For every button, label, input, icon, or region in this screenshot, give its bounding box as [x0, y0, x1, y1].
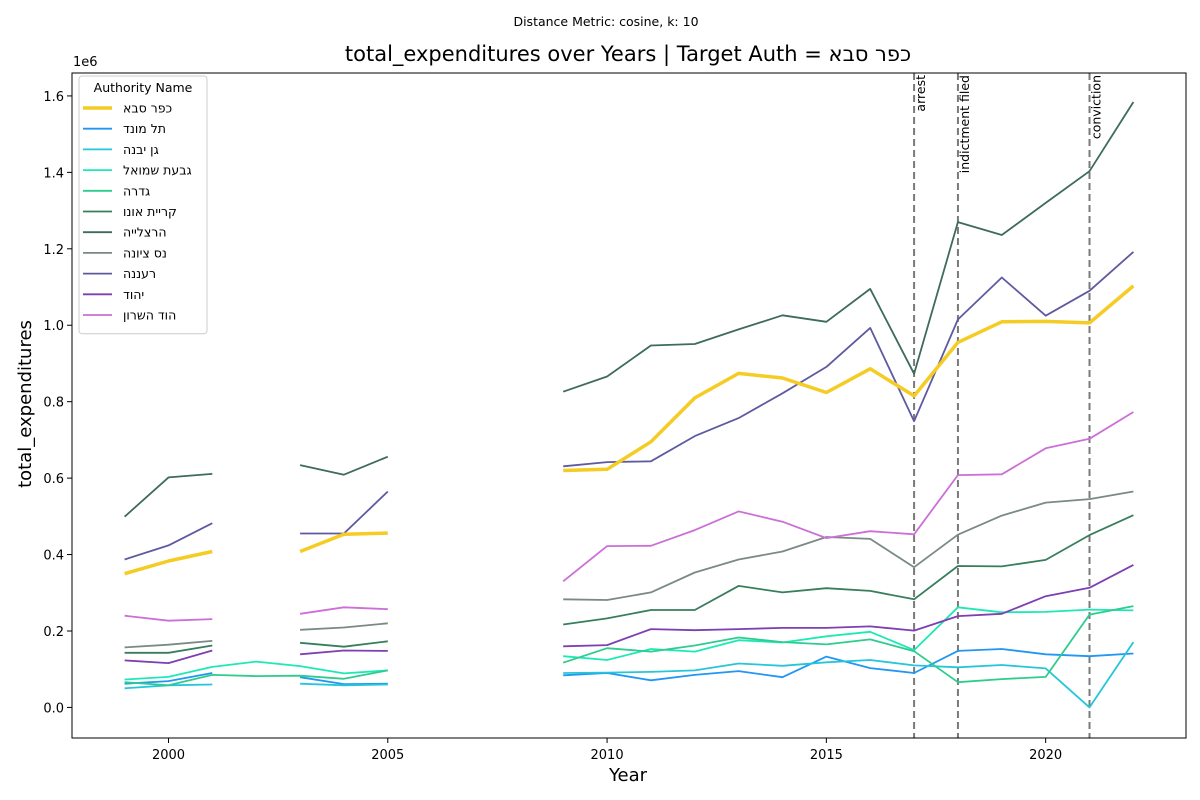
- x-tick-label: 2000: [152, 748, 185, 763]
- y-tick-label: 0.2: [43, 625, 64, 640]
- series-line: [124, 669, 388, 687]
- plot-frame: [71, 72, 1187, 739]
- legend-box: [78, 75, 208, 335]
- series-line: [563, 641, 1135, 709]
- event-label: arrest: [913, 75, 928, 112]
- y-tick-label: 0.6: [43, 472, 64, 487]
- series-line: [563, 251, 1134, 468]
- series-line: [300, 649, 388, 656]
- series-line: [124, 549, 213, 576]
- y-tick-label: 1.0: [43, 319, 64, 334]
- series-line: [123, 473, 213, 518]
- x-tick-label: 2020: [1029, 748, 1062, 763]
- legend-entry: גדרה: [123, 183, 150, 198]
- series-line: [563, 648, 1134, 682]
- series-line: [124, 640, 213, 649]
- legend-entry: קריית אונו: [123, 204, 177, 219]
- series-line: [300, 490, 389, 535]
- series-line: [562, 605, 1134, 684]
- legend-entry: יהוד: [123, 287, 144, 302]
- y-tick-label: 1.2: [43, 243, 64, 258]
- series-line: [124, 614, 213, 622]
- event-label: conviction: [1089, 75, 1104, 139]
- legend: Authority Name כפר סבא תל מונד גן יבנה גבעת …: [78, 75, 208, 335]
- series-line: [300, 682, 388, 687]
- series-line: [563, 490, 1134, 601]
- x-axis-label: Year: [608, 765, 648, 786]
- legend-entry: גבעת שמואל: [123, 163, 192, 178]
- legend-entry: כפר סבא: [123, 101, 172, 116]
- chart-title: total_expenditures over Years | Target A…: [345, 42, 911, 67]
- series-line: [563, 514, 1134, 626]
- event-label: indictment filed: [957, 75, 972, 173]
- plot-area: arrest indictment filed conviction 2000 2005…: [43, 72, 1187, 763]
- legend-entry: רעננה: [123, 266, 156, 281]
- y-tick-label: 0.4: [43, 549, 64, 564]
- legend-entry: הרצלייה: [123, 225, 167, 240]
- legend-title: Authority Name: [94, 80, 193, 95]
- series-line: [299, 455, 389, 476]
- series-line: [124, 522, 213, 561]
- series-line: [299, 606, 388, 615]
- series-line: [124, 649, 213, 664]
- series-line: [299, 531, 388, 554]
- y-tick-label: 0.0: [43, 701, 64, 716]
- y-axis-multiplier: 1e6: [73, 55, 98, 70]
- series-line: [563, 606, 1134, 661]
- y-axis-label: total_expenditures: [15, 320, 36, 488]
- legend-entry: תל מונד: [123, 121, 166, 136]
- series-line: [563, 564, 1134, 648]
- x-tick-label: 2005: [371, 748, 404, 763]
- chart-suptitle: Distance Metric: cosine, k: 10: [513, 14, 698, 29]
- series-line: [563, 284, 1135, 473]
- series-line: [124, 644, 213, 654]
- legend-entry: נס ציונה: [123, 245, 167, 260]
- series-line: [124, 660, 388, 681]
- legend-entry: הוד השרון: [123, 308, 176, 323]
- y-tick-label: 1.6: [43, 90, 64, 105]
- y-tick-label: 1.4: [43, 166, 64, 181]
- series-line: [299, 676, 388, 685]
- y-tick-label: 0.8: [43, 396, 64, 411]
- legend-entry: גן יבנה: [123, 142, 159, 157]
- series-line: [300, 640, 388, 648]
- x-tick-label: 2015: [810, 748, 843, 763]
- x-tick-label: 2010: [591, 748, 624, 763]
- series-line: [300, 622, 388, 631]
- series-line: [562, 411, 1134, 583]
- series-line: [562, 101, 1135, 393]
